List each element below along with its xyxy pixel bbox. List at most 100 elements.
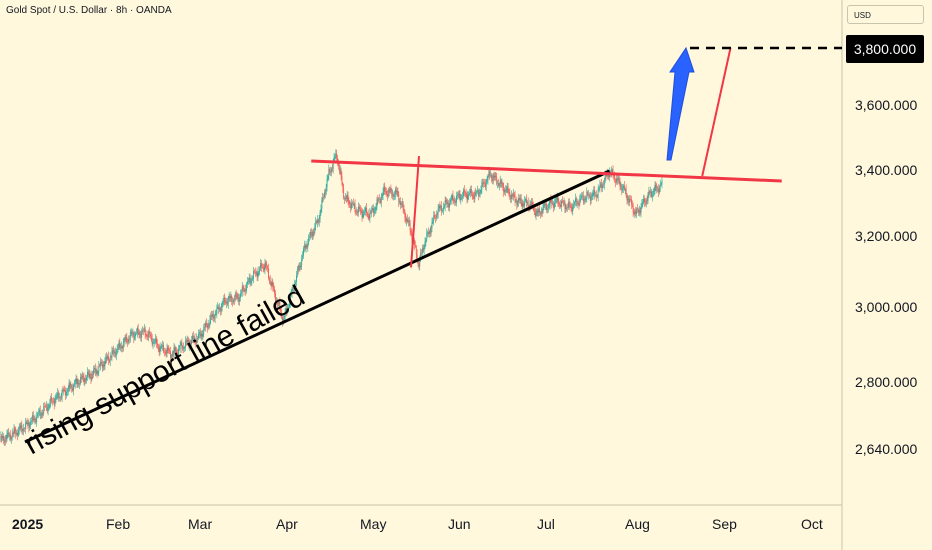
candle-body xyxy=(402,202,404,210)
candle-body xyxy=(12,433,14,434)
candle-body xyxy=(357,211,359,213)
candle-body xyxy=(461,196,463,199)
candle-body xyxy=(417,261,419,263)
candle-body xyxy=(319,211,321,220)
candle-body xyxy=(625,189,627,196)
candle-body xyxy=(601,183,603,189)
candle-body xyxy=(591,196,593,197)
candle-body xyxy=(539,208,540,213)
candle-body xyxy=(284,312,286,318)
candle-body xyxy=(25,422,27,423)
candle-body xyxy=(437,208,439,215)
candle-body xyxy=(99,365,101,367)
candle-body xyxy=(200,334,202,337)
candle-body xyxy=(361,211,363,218)
candle-body xyxy=(143,330,144,332)
candle-body xyxy=(651,191,652,197)
candle-body xyxy=(309,236,310,238)
candle-body xyxy=(226,301,227,304)
candle-body xyxy=(433,215,435,221)
candle-body xyxy=(143,328,145,331)
candle-body xyxy=(585,198,587,200)
candle-body xyxy=(378,198,380,201)
candle-body xyxy=(197,338,199,339)
candle-body xyxy=(279,302,281,310)
candle-body xyxy=(646,200,648,201)
candle-body xyxy=(547,208,548,210)
candle-body xyxy=(101,363,103,368)
candle-body xyxy=(603,184,604,186)
candle-body xyxy=(171,355,173,356)
candle-body xyxy=(329,169,331,172)
candle-body xyxy=(211,315,213,317)
x-tick-aug: Aug xyxy=(625,516,650,532)
candle-body xyxy=(224,297,226,301)
candle-body xyxy=(660,183,662,185)
x-tick-feb: Feb xyxy=(106,516,131,532)
candle-body xyxy=(183,347,185,349)
candle-body xyxy=(257,272,259,278)
candle-body xyxy=(373,210,375,214)
candle-body xyxy=(313,232,315,233)
candle-body xyxy=(70,386,72,387)
candle-body xyxy=(533,210,535,211)
candle-body xyxy=(602,184,603,189)
candle-body xyxy=(45,406,46,407)
candle-body xyxy=(456,195,457,203)
candle-body xyxy=(436,214,438,216)
candle-body xyxy=(240,293,241,298)
candle-body xyxy=(19,426,21,428)
candle-body xyxy=(31,420,32,422)
candle-body xyxy=(617,177,619,181)
candle-body xyxy=(87,371,88,377)
candle-body xyxy=(629,198,631,203)
candle-body xyxy=(4,438,6,443)
candle-body xyxy=(237,297,239,298)
candle-body xyxy=(39,409,41,416)
candle-body xyxy=(545,204,547,206)
candle-body xyxy=(407,218,408,223)
candle-body xyxy=(380,197,382,203)
candle-body xyxy=(587,191,589,195)
candle-body xyxy=(399,201,401,203)
candle-body xyxy=(144,328,146,335)
candle-body xyxy=(77,382,79,384)
candle-body xyxy=(567,207,568,209)
candle-body xyxy=(179,344,181,349)
candle-body xyxy=(301,257,303,266)
candle-body xyxy=(146,335,148,336)
candle-body xyxy=(579,197,581,205)
candle-body xyxy=(434,215,436,218)
candle-body xyxy=(379,198,380,200)
candle-body xyxy=(254,272,256,273)
currency-selector[interactable]: USD xyxy=(847,5,924,24)
candle-body xyxy=(358,206,359,213)
candle-body xyxy=(589,196,591,201)
candle-body xyxy=(442,210,443,212)
candle-body xyxy=(31,415,33,421)
candle-body xyxy=(208,324,210,326)
candle-body xyxy=(481,182,483,190)
candle-body xyxy=(73,384,75,385)
candle-body xyxy=(60,397,62,399)
candle-body xyxy=(209,319,211,326)
candle-body xyxy=(573,204,575,207)
candle-body xyxy=(391,189,393,196)
candle-body xyxy=(155,338,157,343)
candle-body xyxy=(331,168,333,170)
candle-body xyxy=(123,339,125,343)
candle-body xyxy=(477,190,479,196)
candle-body xyxy=(90,377,92,380)
candle-body xyxy=(124,339,126,340)
candle-body xyxy=(474,192,476,199)
candle-body xyxy=(359,206,360,210)
candle-body xyxy=(261,263,262,268)
candle-body xyxy=(452,195,454,201)
candle-body xyxy=(38,409,40,414)
candle-body xyxy=(8,432,10,437)
candle-body xyxy=(480,189,482,193)
candle-body xyxy=(512,193,514,197)
candle-body xyxy=(328,169,330,177)
candle-body xyxy=(59,397,60,399)
candle-body xyxy=(5,438,7,440)
